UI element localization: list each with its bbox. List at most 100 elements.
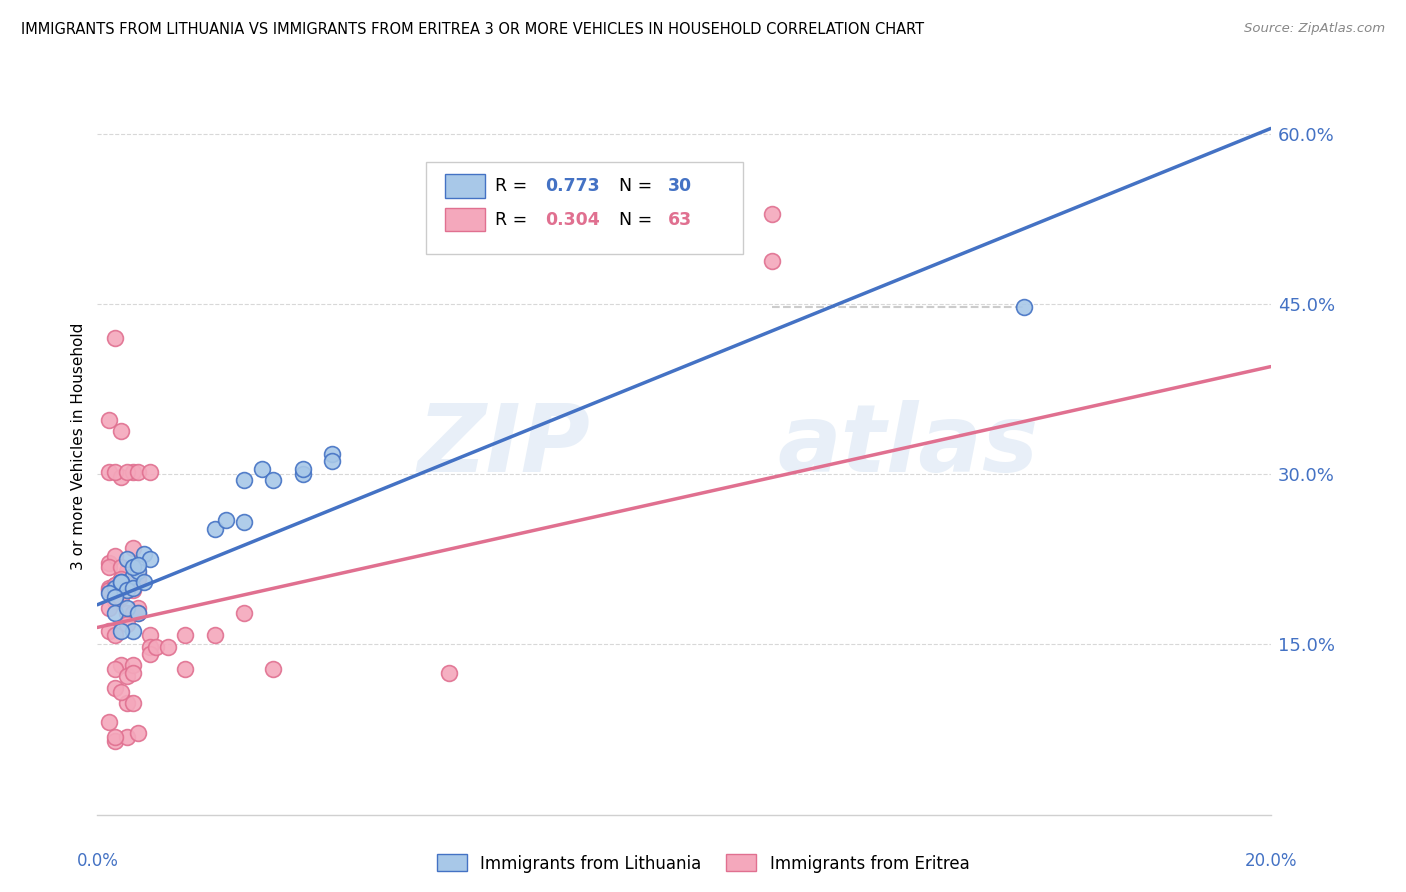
Point: [121, 697, 143, 711]
Point: [110, 657, 132, 672]
Point: [1014, 300, 1036, 314]
FancyBboxPatch shape: [444, 208, 485, 232]
Point: [321, 454, 343, 468]
Point: [156, 640, 179, 654]
Point: [104, 662, 127, 676]
Text: 63: 63: [668, 211, 692, 228]
Y-axis label: 3 or more Vehicles in Household: 3 or more Vehicles in Household: [72, 322, 86, 570]
Point: [321, 447, 343, 461]
Point: [262, 662, 284, 676]
Point: [761, 254, 783, 268]
Point: [139, 647, 162, 661]
Point: [115, 564, 138, 578]
Text: 30: 30: [668, 177, 692, 194]
Point: [121, 582, 143, 597]
Point: [121, 581, 143, 595]
Legend: Immigrants from Lithuania, Immigrants from Eritrea: Immigrants from Lithuania, Immigrants fr…: [430, 847, 976, 880]
Point: [104, 731, 127, 745]
Point: [127, 726, 149, 740]
Point: [121, 560, 143, 574]
Point: [127, 567, 149, 582]
Point: [110, 590, 132, 604]
Point: [127, 572, 149, 586]
Point: [104, 734, 127, 748]
Point: [98, 581, 121, 595]
Point: [233, 606, 256, 620]
Text: R =: R =: [495, 177, 527, 194]
Point: [127, 606, 149, 620]
Point: [145, 640, 167, 654]
Point: [761, 206, 783, 220]
Point: [110, 575, 132, 590]
Point: [110, 685, 132, 699]
Point: [98, 624, 121, 638]
Point: [104, 549, 127, 563]
Point: [98, 582, 121, 597]
Point: [110, 624, 132, 638]
Point: [121, 665, 143, 680]
Point: [127, 465, 149, 479]
Point: [115, 697, 138, 711]
Point: [233, 473, 256, 487]
Text: IMMIGRANTS FROM LITHUANIA VS IMMIGRANTS FROM ERITREA 3 OR MORE VEHICLES IN HOUSE: IMMIGRANTS FROM LITHUANIA VS IMMIGRANTS …: [21, 22, 924, 37]
Point: [127, 558, 149, 572]
Point: [98, 586, 121, 600]
Point: [115, 465, 138, 479]
Point: [174, 662, 197, 676]
Point: [98, 465, 121, 479]
Point: [115, 601, 138, 615]
Point: [139, 465, 162, 479]
Point: [121, 569, 143, 583]
Point: [110, 469, 132, 483]
Point: [139, 552, 162, 566]
Point: [110, 575, 132, 590]
Point: [139, 640, 162, 654]
Point: [98, 601, 121, 615]
Point: [174, 628, 197, 642]
Point: [439, 665, 461, 680]
Point: [98, 714, 121, 729]
Text: 0.773: 0.773: [546, 177, 600, 194]
Text: atlas: atlas: [778, 400, 1039, 492]
Point: [127, 564, 149, 578]
Text: R =: R =: [495, 211, 527, 228]
Point: [233, 515, 256, 529]
Point: [215, 513, 238, 527]
Point: [134, 575, 156, 590]
Point: [115, 582, 138, 597]
Point: [98, 413, 121, 427]
Point: [98, 560, 121, 574]
Point: [204, 522, 226, 536]
Point: [291, 467, 314, 482]
Point: [110, 575, 132, 590]
Point: [115, 552, 138, 566]
Text: ZIP: ZIP: [418, 400, 591, 492]
Point: [104, 578, 127, 592]
Point: [110, 572, 132, 586]
Point: [204, 628, 226, 642]
Point: [250, 461, 273, 475]
Point: [121, 465, 143, 479]
Text: 20.0%: 20.0%: [1244, 852, 1296, 870]
Text: N =: N =: [620, 177, 652, 194]
FancyBboxPatch shape: [426, 162, 742, 254]
Text: 0.0%: 0.0%: [76, 852, 118, 870]
FancyBboxPatch shape: [444, 174, 485, 198]
Text: N =: N =: [620, 211, 652, 228]
Point: [104, 628, 127, 642]
Point: [110, 560, 132, 574]
Point: [104, 590, 127, 604]
Point: [121, 657, 143, 672]
Point: [104, 578, 127, 592]
Point: [121, 624, 143, 638]
Point: [104, 606, 127, 620]
Text: 0.304: 0.304: [546, 211, 600, 228]
Point: [262, 473, 284, 487]
Point: [134, 547, 156, 561]
Point: [115, 617, 138, 632]
Point: [121, 541, 143, 555]
Point: [115, 606, 138, 620]
Point: [127, 606, 149, 620]
Point: [115, 582, 138, 597]
Point: [115, 669, 138, 683]
